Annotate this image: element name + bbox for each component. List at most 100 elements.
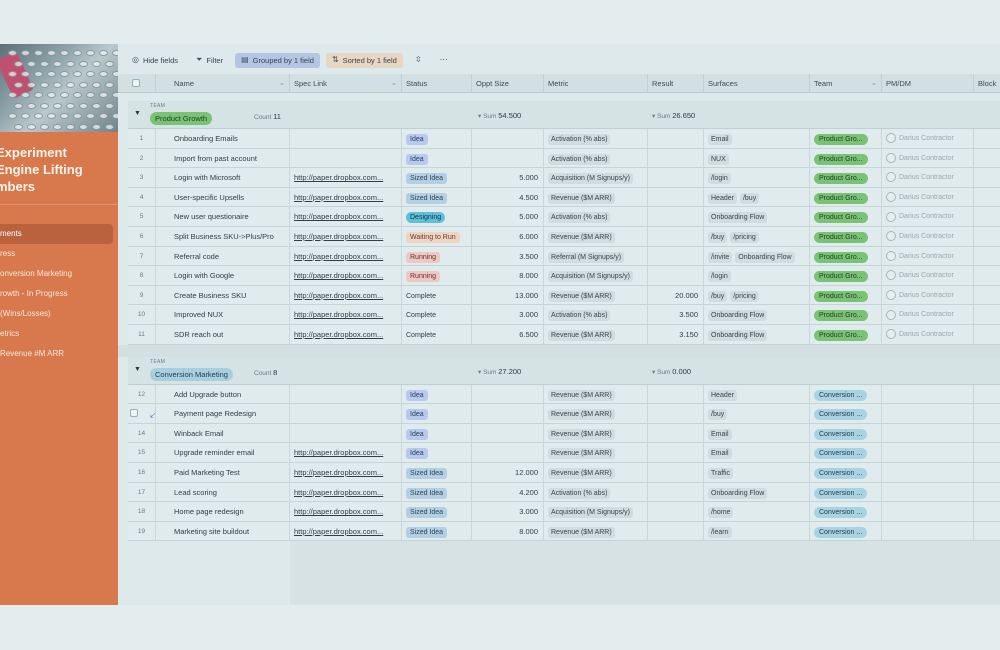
- result-cell[interactable]: [648, 404, 704, 424]
- name-cell[interactable]: SDR reach out: [170, 325, 290, 344]
- row-number[interactable]: 10: [128, 305, 156, 325]
- spec-link[interactable]: http://paper.dropbox.com...: [294, 468, 384, 477]
- oppt-size-cell[interactable]: 3.000: [472, 502, 544, 522]
- block-cell[interactable]: [974, 227, 1000, 246]
- name-cell[interactable]: Improved NUX: [170, 305, 290, 325]
- table-row[interactable]: 7 Referral code http://paper.dropbox.com..…: [128, 246, 1000, 267]
- column-oppt-size[interactable]: Oppt Size: [472, 74, 544, 93]
- oppt-size-cell[interactable]: 6.500: [472, 325, 544, 344]
- status-cell[interactable]: Idea: [402, 443, 472, 463]
- team-cell[interactable]: Conversion ...: [810, 482, 882, 502]
- spec-link[interactable]: http://paper.dropbox.com...: [294, 251, 384, 261]
- oppt-size-cell[interactable]: 6.000: [472, 227, 544, 246]
- team-cell[interactable]: Conversion ...: [810, 463, 882, 482]
- collapse-caret-icon[interactable]: ▼: [134, 110, 141, 117]
- spec-link-cell[interactable]: http://paper.dropbox.com...: [290, 521, 402, 541]
- pm-dm-cell[interactable]: [882, 404, 974, 424]
- metric-cell[interactable]: Revenue ($M ARR): [544, 384, 648, 404]
- spec-link-cell[interactable]: http://paper.dropbox.com...: [290, 187, 402, 207]
- block-cell[interactable]: [974, 325, 1000, 344]
- sidebar-view-item[interactable]: ments: [0, 224, 113, 244]
- surfaces-cell[interactable]: /login: [704, 266, 810, 286]
- sidebar-view-item[interactable]: ress: [0, 249, 16, 258]
- spec-link[interactable]: http://paper.dropbox.com...: [294, 526, 384, 536]
- team-cell[interactable]: Product Gro...: [810, 305, 882, 325]
- result-cell[interactable]: [648, 482, 704, 502]
- result-cell[interactable]: [648, 187, 704, 207]
- spec-link-cell[interactable]: http://paper.dropbox.com...: [290, 207, 402, 227]
- name-cell[interactable]: User-specific Upsells: [170, 187, 290, 207]
- column-result[interactable]: Result: [648, 74, 704, 93]
- spec-link[interactable]: http://paper.dropbox.com...: [294, 192, 384, 202]
- spec-link-cell[interactable]: [290, 384, 402, 404]
- pm-dm-cell[interactable]: Darius Contractor: [882, 129, 974, 148]
- collapse-caret-icon[interactable]: ▼: [134, 365, 141, 373]
- block-cell[interactable]: [974, 463, 1000, 482]
- block-cell[interactable]: [974, 247, 1000, 266]
- pm-dm-cell[interactable]: Darius Contractor: [882, 305, 974, 325]
- block-cell[interactable]: [974, 502, 1000, 521]
- row-number[interactable]: 4: [128, 187, 156, 207]
- metric-cell[interactable]: Revenue ($M ARR): [544, 463, 648, 482]
- hide-fields-button[interactable]: ◎ Hide fields: [126, 53, 184, 68]
- name-cell[interactable]: Split Business SKU->Plus/Pro: [170, 227, 290, 246]
- name-cell[interactable]: New user questionaire: [170, 207, 290, 227]
- row-number[interactable]: 9: [128, 285, 156, 305]
- metric-cell[interactable]: Revenue ($M ARR): [544, 227, 648, 246]
- oppt-size-cell[interactable]: 3.500: [472, 246, 544, 266]
- select-all-checkbox[interactable]: [132, 79, 140, 87]
- name-cell[interactable]: Paid Marketing Test: [170, 463, 290, 482]
- status-cell[interactable]: Running: [402, 246, 472, 266]
- status-cell[interactable]: Designing: [402, 207, 472, 227]
- oppt-size-cell[interactable]: [472, 148, 544, 168]
- block-cell[interactable]: [974, 522, 1000, 541]
- group-header[interactable]: ▼ TEAM Conversion Marketing Count 8 ▾ Sum 27…: [128, 356, 1000, 385]
- block-cell[interactable]: [974, 188, 1000, 207]
- name-cell[interactable]: Add Upgrade button: [170, 384, 290, 404]
- oppt-size-cell[interactable]: 8.000: [472, 266, 544, 286]
- table-row[interactable]: 10 Improved NUX http://paper.dropbox.com..…: [128, 305, 1000, 325]
- status-cell[interactable]: Sized Idea: [402, 521, 472, 541]
- metric-cell[interactable]: Activation (% abs): [544, 305, 648, 325]
- name-cell[interactable]: Marketing site buildout: [170, 521, 290, 541]
- group-header[interactable]: ▼ TEAM Product Growth Count 11 ▾ Sum 54.500 ▾…: [128, 101, 1000, 129]
- spec-link[interactable]: http://paper.dropbox.com...: [294, 487, 384, 497]
- select-all-header[interactable]: [128, 74, 156, 93]
- team-cell[interactable]: Conversion ...: [810, 384, 882, 404]
- spec-link[interactable]: http://paper.dropbox.com...: [294, 310, 384, 320]
- result-cell[interactable]: [648, 443, 704, 463]
- spec-link[interactable]: http://paper.dropbox.com...: [294, 173, 384, 183]
- team-cell[interactable]: Conversion ...: [810, 443, 882, 463]
- name-cell[interactable]: Import from past account: [170, 148, 290, 168]
- table-row[interactable]: 19 Marketing site buildout http://paper.dr…: [128, 521, 1000, 542]
- surfaces-cell[interactable]: Email: [704, 423, 810, 443]
- result-cell[interactable]: 3.150: [648, 325, 704, 344]
- pm-dm-cell[interactable]: Darius Contractor: [882, 325, 974, 344]
- table-row[interactable]: 12 Add Upgrade button Idea Revenue ($M ARR)…: [128, 384, 1000, 405]
- pm-dm-cell[interactable]: [882, 502, 974, 522]
- result-cell[interactable]: [648, 463, 704, 482]
- spec-link-cell[interactable]: http://paper.dropbox.com...: [290, 227, 402, 246]
- team-cell[interactable]: Conversion ...: [810, 404, 882, 424]
- pm-dm-cell[interactable]: Darius Contractor: [882, 246, 974, 266]
- row-number[interactable]: 14: [128, 423, 156, 443]
- column-pm-dm[interactable]: PM/DM: [882, 74, 974, 93]
- status-cell[interactable]: Sized Idea: [402, 168, 472, 188]
- table-row[interactable]: 3 Login with Microsoft http://paper.dropbo…: [128, 168, 1000, 188]
- row-number[interactable]: 6: [128, 227, 156, 246]
- team-cell[interactable]: Conversion ...: [810, 521, 882, 541]
- spec-link[interactable]: http://paper.dropbox.com...: [294, 232, 384, 241]
- pm-dm-cell[interactable]: [882, 423, 974, 443]
- pm-dm-cell[interactable]: [882, 482, 974, 502]
- name-cell[interactable]: Winback Email: [170, 423, 290, 443]
- metric-cell[interactable]: Revenue ($M ARR): [544, 404, 648, 424]
- result-cell[interactable]: 3.500: [648, 305, 704, 325]
- table-row[interactable]: 11 SDR reach out http://paper.dropbox.com.…: [128, 325, 1000, 345]
- metric-cell[interactable]: Referral (M Signups/y): [544, 246, 648, 266]
- row-number[interactable]: 16: [128, 463, 156, 482]
- team-cell[interactable]: Product Gro...: [810, 227, 882, 246]
- status-cell[interactable]: Complete: [402, 325, 472, 344]
- spec-link-cell[interactable]: http://paper.dropbox.com...: [290, 246, 402, 266]
- surfaces-cell[interactable]: /login: [704, 168, 810, 188]
- block-cell[interactable]: [974, 443, 1000, 462]
